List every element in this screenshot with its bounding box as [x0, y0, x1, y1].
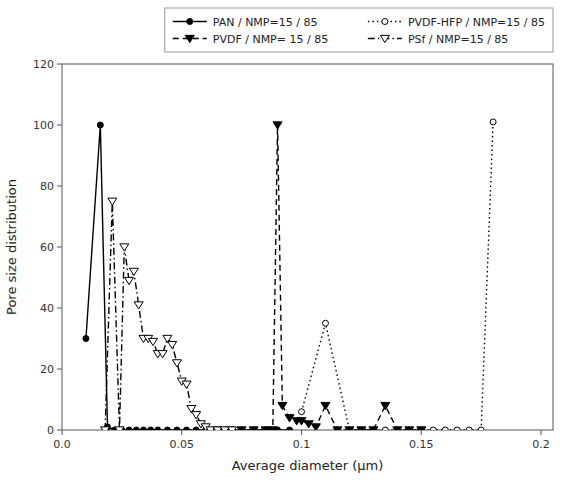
- data-point: [149, 338, 158, 345]
- data-point: [430, 427, 436, 430]
- y-tick: [57, 430, 62, 431]
- y-tick: [57, 186, 62, 187]
- legend-label: PSf / NMP=15 / 85: [408, 33, 508, 46]
- data-point: [133, 427, 139, 430]
- y-tick: [57, 247, 62, 248]
- data-point: [287, 427, 293, 430]
- data-point: [237, 427, 246, 430]
- data-point: [393, 427, 402, 430]
- x-tick-label: 0.05: [170, 438, 195, 451]
- data-point: [382, 427, 388, 430]
- data-point: [172, 360, 181, 367]
- legend-marker: [187, 19, 193, 25]
- series-line: [302, 122, 494, 430]
- data-point: [478, 427, 484, 430]
- data-point: [333, 427, 342, 430]
- y-tick: [57, 369, 62, 370]
- chart: 0.0 0.05 0.1 0.15 0.2 0 20 40 60 80 100 120 Average …: [0, 0, 575, 482]
- legend-marker: [380, 35, 389, 42]
- legend: PAN / NMP=15 / 85 PVDF-HFP / NMP=15 / 85 P…: [173, 16, 545, 46]
- data-point: [97, 122, 103, 128]
- data-point: [193, 427, 199, 430]
- series-line: [86, 125, 290, 430]
- data-point: [454, 427, 460, 430]
- y-tick: [57, 125, 62, 126]
- data-point: [164, 427, 170, 430]
- data-point: [381, 402, 390, 409]
- plot-area: [83, 119, 496, 430]
- data-point: [184, 427, 190, 430]
- x-axis-label: Average diameter (μm): [232, 458, 384, 473]
- data-point: [249, 427, 258, 430]
- legend-marker: [382, 19, 388, 25]
- x-tick-label: 0.0: [53, 438, 71, 451]
- y-tick-label: 120: [33, 58, 54, 71]
- legend-marker: [185, 35, 194, 42]
- data-point: [125, 277, 134, 284]
- data-point: [268, 427, 277, 430]
- data-point: [322, 320, 328, 326]
- x-tick: [62, 430, 63, 435]
- plot-frame: [62, 64, 553, 430]
- y-tick: [57, 308, 62, 309]
- data-point: [182, 381, 191, 388]
- y-tick-label: 0: [47, 424, 54, 437]
- x-tick-label: 0.1: [293, 438, 311, 451]
- series-line: [218, 125, 422, 430]
- x-tick: [541, 430, 542, 435]
- data-point: [278, 402, 287, 409]
- series-line: [105, 201, 232, 430]
- x-tick-label: 0.15: [409, 438, 434, 451]
- data-point: [134, 302, 143, 309]
- x-tick: [301, 430, 302, 435]
- data-point: [174, 427, 180, 430]
- data-point: [140, 427, 146, 430]
- legend-label: PVDF-HFP / NMP=15 / 85: [408, 16, 545, 29]
- data-point: [321, 402, 330, 409]
- y-tick-label: 60: [40, 241, 54, 254]
- data-point: [101, 427, 110, 430]
- data-point: [369, 427, 378, 430]
- data-point: [299, 409, 305, 415]
- data-point: [357, 427, 366, 430]
- y-tick-label: 100: [33, 119, 54, 132]
- data-point: [442, 427, 448, 430]
- data-point: [155, 427, 161, 430]
- legend-label: PVDF / NMP= 15 / 85: [213, 33, 328, 46]
- y-tick-label: 80: [40, 180, 54, 193]
- data-point: [228, 427, 237, 430]
- data-point: [311, 424, 320, 430]
- data-point: [168, 341, 177, 348]
- x-tick-label: 0.2: [532, 438, 550, 451]
- x-tick: [421, 430, 422, 435]
- data-point: [115, 427, 124, 430]
- y-tick-label: 40: [40, 302, 54, 315]
- y-axis-label: Pore size distribution: [4, 179, 19, 315]
- x-tick: [181, 430, 182, 435]
- data-point: [345, 427, 354, 430]
- data-point: [148, 427, 154, 430]
- data-point: [83, 336, 89, 342]
- data-point: [126, 427, 132, 430]
- data-point: [129, 268, 138, 275]
- y-tick-label: 20: [40, 363, 54, 376]
- y-tick: [57, 64, 62, 65]
- legend-label: PAN / NMP=15 / 85: [213, 16, 318, 29]
- data-point: [405, 427, 414, 430]
- data-point: [417, 427, 426, 430]
- data-point: [108, 198, 117, 205]
- data-point: [120, 244, 129, 251]
- data-point: [273, 122, 282, 129]
- data-point: [490, 119, 496, 125]
- data-point: [466, 427, 472, 430]
- data-point: [158, 351, 167, 358]
- legend-frame: [165, 8, 553, 52]
- data-point: [192, 412, 201, 419]
